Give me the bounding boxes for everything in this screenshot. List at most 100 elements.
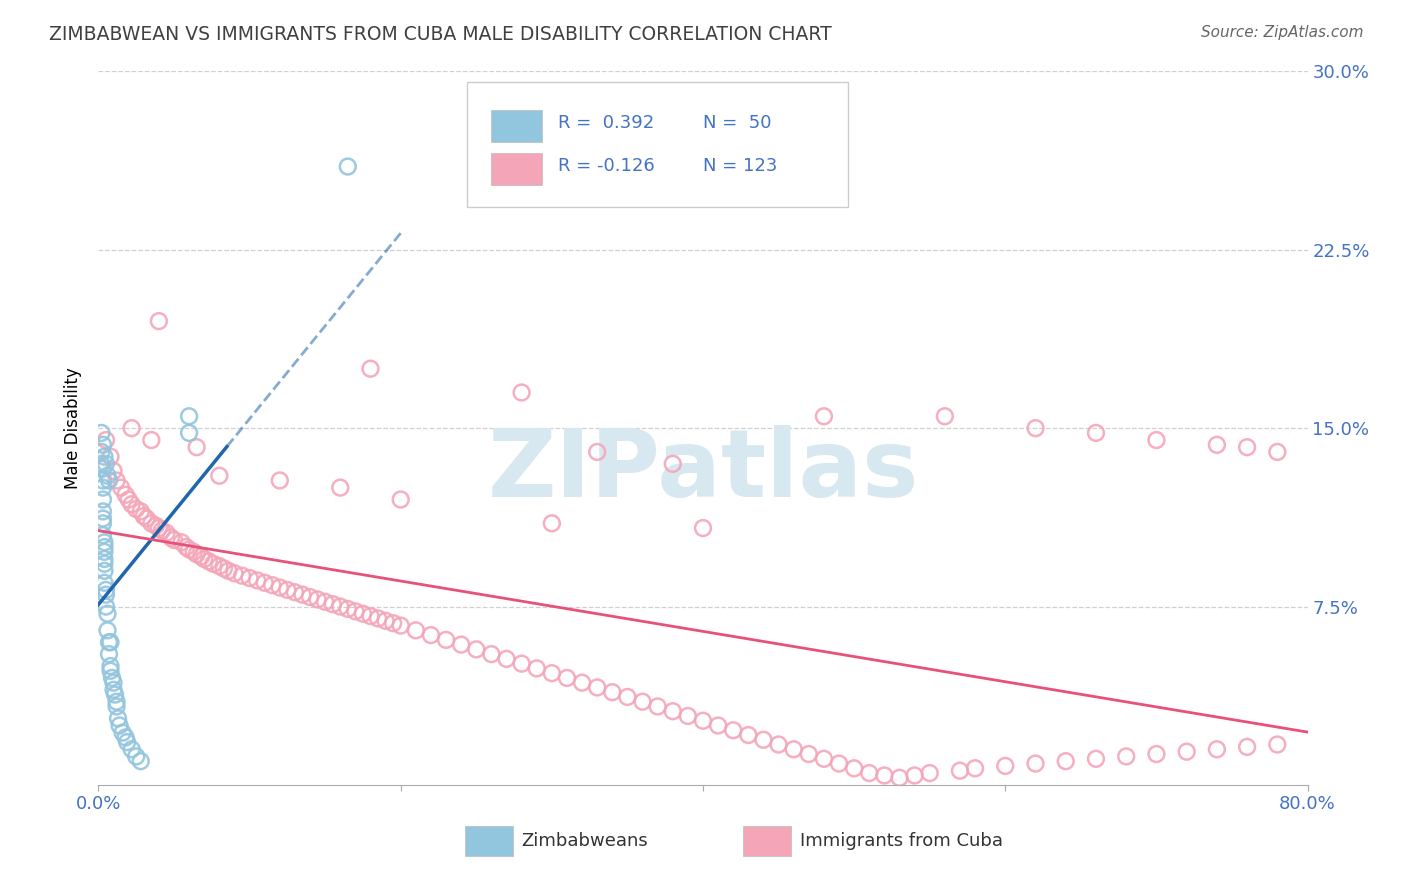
Point — [783, 742, 806, 756]
Point — [420, 628, 443, 642]
Point — [107, 711, 129, 725]
Point — [148, 314, 170, 328]
Point — [737, 728, 759, 742]
Point — [692, 521, 714, 535]
Point — [336, 160, 359, 174]
Point — [197, 554, 219, 568]
Point — [108, 718, 131, 732]
Point — [676, 709, 699, 723]
Point — [904, 768, 927, 782]
Point — [90, 457, 112, 471]
Point — [616, 690, 638, 704]
Point — [1236, 739, 1258, 754]
Point — [1267, 738, 1289, 752]
Point — [510, 385, 533, 400]
Point — [253, 575, 276, 590]
Point — [160, 531, 183, 545]
FancyBboxPatch shape — [465, 826, 513, 855]
Point — [526, 661, 548, 675]
Point — [212, 561, 235, 575]
Point — [314, 595, 336, 609]
Point — [858, 766, 880, 780]
FancyBboxPatch shape — [492, 153, 543, 185]
Point — [141, 516, 163, 531]
Text: R =  0.392: R = 0.392 — [558, 114, 654, 132]
Point — [239, 571, 262, 585]
Point — [813, 409, 835, 424]
Point — [105, 699, 128, 714]
Point — [1024, 421, 1046, 435]
Text: N =  50: N = 50 — [703, 114, 772, 132]
Point — [322, 597, 344, 611]
Text: ZIPatlas: ZIPatlas — [488, 425, 918, 517]
Point — [329, 481, 352, 495]
Point — [186, 547, 208, 561]
Point — [276, 582, 298, 597]
Point — [299, 590, 322, 604]
Point — [105, 695, 128, 709]
FancyBboxPatch shape — [492, 110, 543, 142]
Point — [329, 599, 352, 614]
Point — [100, 659, 122, 673]
Point — [91, 438, 114, 452]
Point — [115, 735, 138, 749]
Point — [111, 725, 134, 739]
Point — [98, 474, 121, 488]
Point — [1206, 742, 1229, 756]
Point — [889, 771, 911, 785]
Point — [135, 511, 157, 525]
Point — [752, 732, 775, 747]
Point — [103, 464, 125, 478]
Point — [382, 616, 405, 631]
Point — [208, 468, 231, 483]
Point — [586, 681, 609, 695]
Point — [145, 518, 167, 533]
Point — [1267, 445, 1289, 459]
Point — [768, 738, 790, 752]
Point — [91, 516, 114, 531]
Point — [1236, 440, 1258, 454]
Point — [965, 761, 987, 775]
Point — [661, 704, 683, 718]
Point — [91, 504, 114, 518]
Point — [90, 445, 112, 459]
Point — [193, 552, 215, 566]
Point — [98, 647, 121, 661]
Text: N = 123: N = 123 — [703, 157, 778, 175]
Point — [93, 450, 115, 464]
Point — [360, 361, 382, 376]
Point — [121, 742, 143, 756]
Point — [510, 657, 533, 671]
Point — [291, 588, 314, 602]
Point — [450, 638, 472, 652]
Point — [723, 723, 745, 738]
Point — [586, 445, 609, 459]
Point — [465, 642, 488, 657]
Point — [217, 564, 239, 578]
Point — [179, 425, 201, 440]
Point — [118, 492, 141, 507]
Point — [100, 664, 122, 678]
Point — [93, 575, 115, 590]
Point — [96, 624, 118, 638]
Point — [179, 409, 201, 424]
Point — [179, 542, 201, 557]
Point — [110, 481, 132, 495]
Point — [1085, 425, 1108, 440]
Text: R = -0.126: R = -0.126 — [558, 157, 655, 175]
Point — [1144, 747, 1167, 761]
Point — [918, 766, 941, 780]
Point — [174, 540, 197, 554]
Y-axis label: Male Disability: Male Disability — [65, 368, 83, 489]
Point — [121, 421, 143, 435]
Point — [555, 671, 578, 685]
Point — [103, 675, 125, 690]
Point — [100, 450, 122, 464]
Point — [692, 714, 714, 728]
Point — [96, 468, 118, 483]
FancyBboxPatch shape — [467, 82, 848, 207]
Point — [155, 525, 177, 540]
Point — [602, 685, 624, 699]
Point — [141, 433, 163, 447]
Point — [93, 564, 115, 578]
